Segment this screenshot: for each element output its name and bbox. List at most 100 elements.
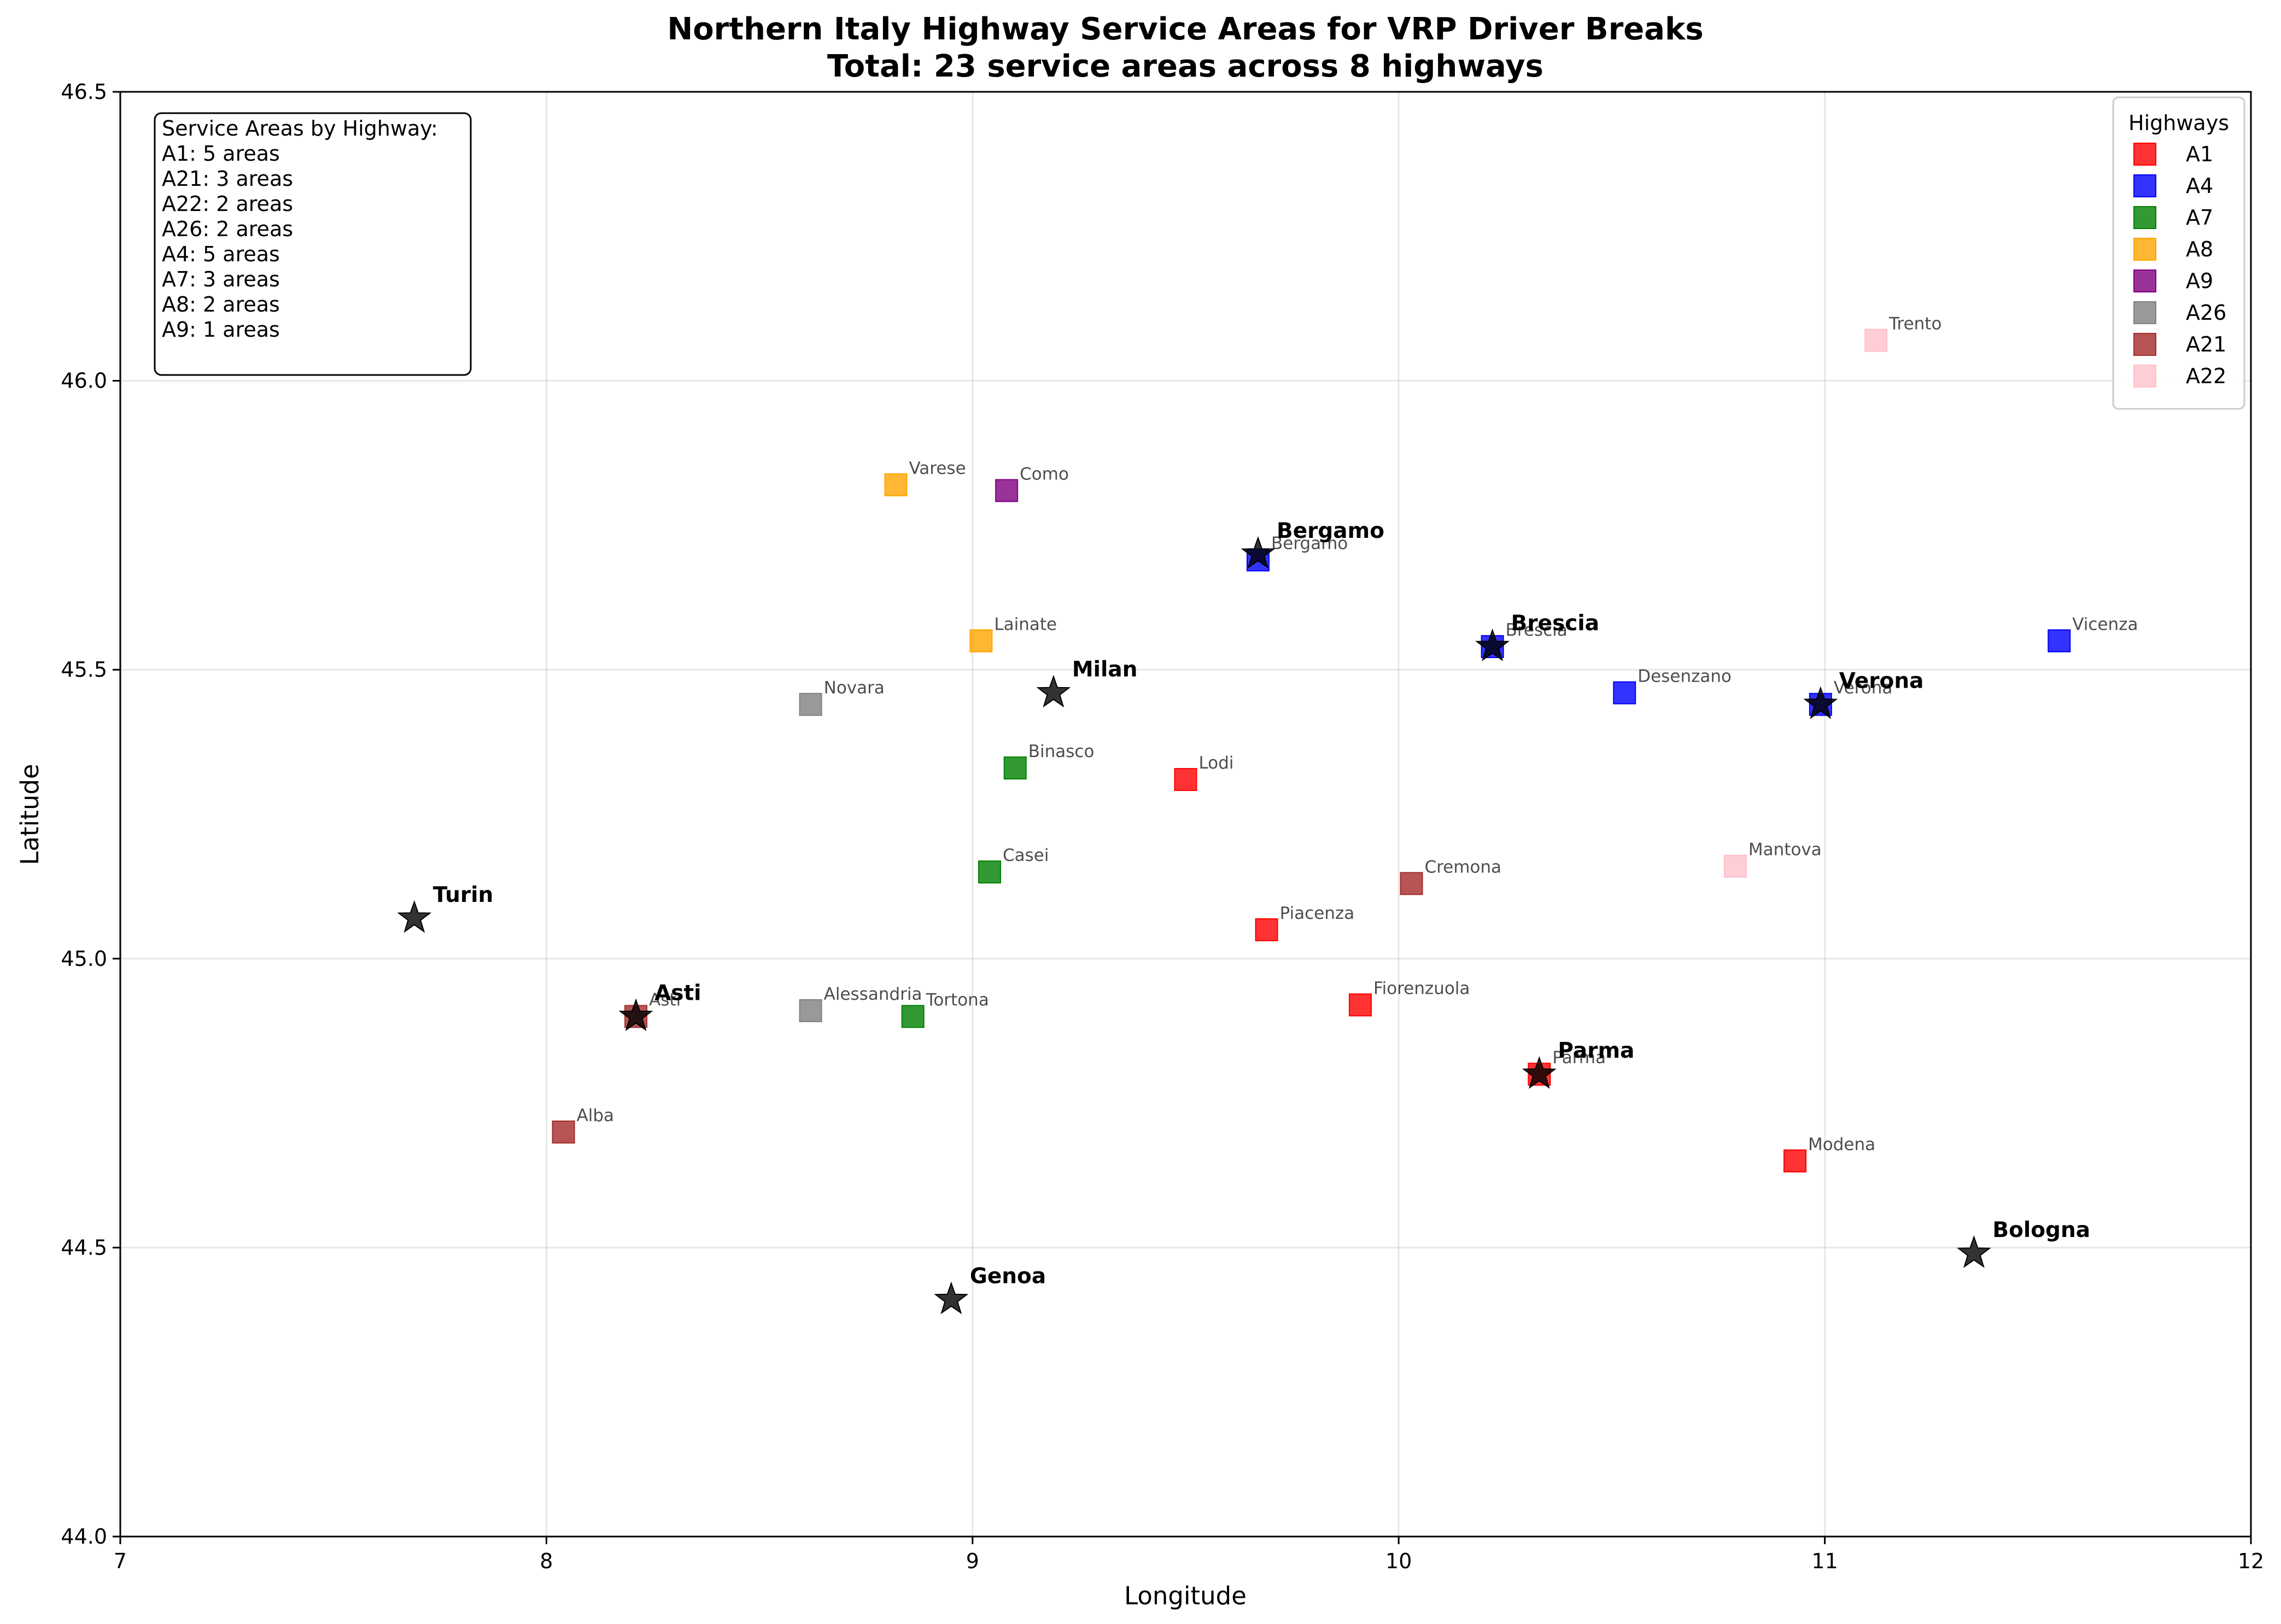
service-area-marker — [1349, 993, 1372, 1017]
grid — [119, 91, 2252, 1538]
service-area-marker — [969, 629, 993, 653]
service-area-marker — [884, 473, 908, 496]
y-tick-label: 45.5 — [61, 658, 107, 682]
city-star-marker — [1036, 675, 1071, 708]
service-area-marker — [552, 1120, 575, 1144]
city-star-marker — [1241, 536, 1276, 569]
legend-swatch — [2133, 143, 2156, 166]
city-star-marker — [618, 998, 653, 1031]
info-box-frame — [154, 112, 472, 376]
x-tick-label: 7 — [114, 1549, 127, 1573]
service-area-label: Alessandria — [824, 984, 922, 1004]
service-area-marker — [1613, 681, 1636, 705]
info-box-line: A22: 2 areas — [162, 192, 293, 216]
service-area-label: Brescia — [1506, 620, 1568, 640]
info-box-line: A1: 5 areas — [162, 142, 280, 166]
x-axis-label: Longitude — [1124, 1581, 1247, 1610]
legend-entry-label: A4 — [2186, 174, 2213, 198]
y-tick-label: 45.0 — [61, 947, 107, 971]
city-label: Asti — [654, 981, 701, 1006]
plot-frame — [119, 91, 2252, 1538]
service-area-label: Desenzano — [1637, 666, 1732, 686]
info-box-line: A21: 3 areas — [162, 167, 293, 191]
chart-title-line-1: Northern Italy Highway Service Areas for… — [667, 11, 1703, 47]
service-area-marker — [1174, 768, 1197, 792]
legend-entry-label: A26 — [2186, 301, 2226, 325]
service-area-marker — [1783, 1149, 1807, 1172]
city-label: Parma — [1558, 1039, 1634, 1063]
legend-entry-label: A22 — [2186, 364, 2226, 388]
service-area-marker — [1003, 756, 1027, 779]
legend-swatch — [2133, 174, 2156, 197]
x-tick-label: 12 — [2238, 1549, 2264, 1573]
service-area-label: Binasco — [1028, 742, 1095, 761]
service-area-label: Lainate — [994, 614, 1057, 634]
y-axis-label: Latitude — [15, 764, 44, 865]
y-tick-label: 46.0 — [61, 369, 107, 393]
legend: Highways A1 A4 A7 A8 A9 A26 A21 A22 — [2112, 96, 2245, 410]
legend-entry-label: A9 — [2186, 269, 2213, 293]
city-star-marker — [1803, 686, 1838, 719]
city-label: Milan — [1072, 657, 1138, 682]
service-area-label: Bergamo — [1271, 533, 1348, 553]
info-box-line: A4: 5 areas — [162, 242, 280, 266]
service-area-label: Novara — [824, 678, 885, 698]
service-area-label: Tortona — [926, 990, 989, 1010]
legend-entry-label: A1 — [2186, 142, 2213, 166]
y-tick-label: 46.5 — [61, 80, 107, 104]
service-area-marker — [978, 860, 1001, 884]
legend-entry-label: A8 — [2186, 237, 2213, 261]
legend-swatch — [2133, 333, 2156, 356]
info-box-line: A26: 2 areas — [162, 217, 293, 241]
service-area-label: Parma — [1552, 1048, 1606, 1068]
city-star-marker — [397, 900, 432, 933]
service-area-marker — [995, 479, 1019, 502]
service-area-marker — [799, 693, 822, 716]
info-box-line: A7: 3 areas — [162, 267, 280, 291]
service-area-label: Mantova — [1748, 840, 1822, 860]
city-star-marker — [1522, 1056, 1557, 1089]
service-area-marker — [1864, 329, 1888, 352]
city-star-marker — [1475, 628, 1510, 661]
service-area-label: Modena — [1808, 1135, 1875, 1154]
service-area-marker — [2048, 629, 2071, 653]
x-tick-label: 8 — [540, 1549, 553, 1573]
y-axis-ticks: 44.0 44.5 45.0 45.5 46.0 46.5 — [61, 80, 120, 1549]
service-area-label: Fiorenzuola — [1373, 978, 1470, 998]
legend-frame — [2112, 96, 2245, 410]
x-axis-ticks: 7 8 9 10 11 12 — [114, 1537, 2264, 1573]
x-tick-label: 9 — [966, 1549, 979, 1573]
legend-entry-label: A7 — [2186, 206, 2213, 230]
service-area-label: Piacenza — [1280, 904, 1355, 923]
x-tick-label: 10 — [1385, 1549, 1412, 1573]
y-tick-label: 44.0 — [61, 1525, 107, 1549]
legend-swatch — [2133, 301, 2156, 324]
city-markers: Turin Milan Genoa Bologna Asti Parma Bergamo Br… — [397, 519, 2090, 1315]
service-area-marker — [901, 1005, 925, 1028]
chart-title-line-2: Total: 23 service areas across 8 highway… — [827, 49, 1543, 84]
service-area-label: Trento — [1888, 314, 1941, 334]
city-label: Bologna — [1992, 1218, 2090, 1242]
legend-swatch — [2133, 269, 2156, 292]
city-label: Bergamo — [1277, 519, 1384, 543]
info-box-line: A8: 2 areas — [162, 292, 280, 316]
service-area-marker — [1723, 854, 1747, 878]
city-label: Brescia — [1511, 611, 1599, 636]
x-tick-label: 11 — [1811, 1549, 1838, 1573]
service-area-marker — [1255, 918, 1278, 941]
service-area-label: Casei — [1003, 846, 1049, 865]
service-area-label: Alba — [577, 1106, 615, 1125]
service-area-label: Como — [1020, 464, 1069, 484]
legend-title: Highways — [2128, 111, 2229, 135]
info-box-line: Service Areas by Highway: — [162, 116, 438, 140]
y-tick-label: 44.5 — [61, 1235, 107, 1259]
city-label: Turin — [433, 883, 493, 907]
legend-swatch — [2133, 365, 2156, 388]
service-area-label: Asti — [649, 990, 681, 1010]
legend-swatch — [2133, 238, 2156, 261]
service-area-label: Lodi — [1199, 753, 1234, 773]
legend-swatch — [2133, 206, 2156, 229]
legend-entries: A1 A4 A7 A8 A9 A26 A21 A22 — [2133, 142, 2226, 388]
service-area-label: Vicenza — [2072, 614, 2138, 634]
